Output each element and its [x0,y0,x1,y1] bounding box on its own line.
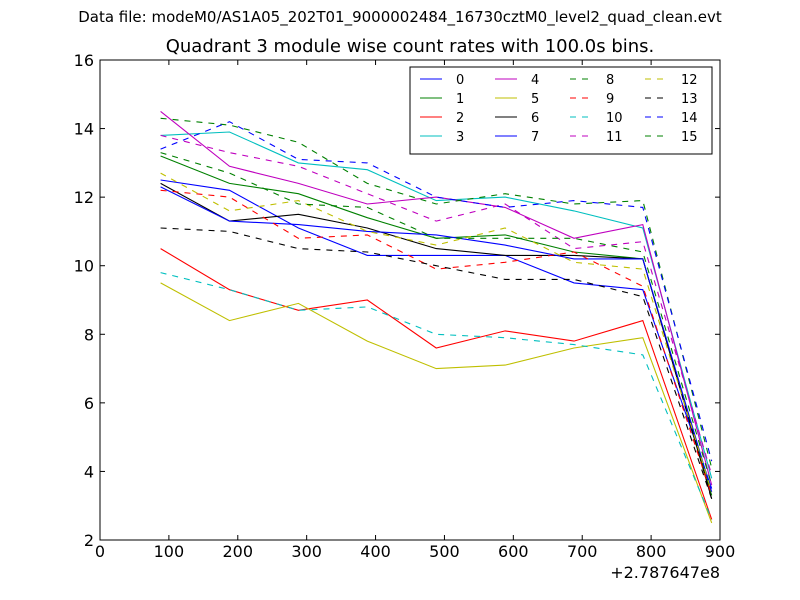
legend-label-7: 7 [531,130,539,145]
legend-label-0: 0 [456,73,464,88]
series-line-10 [160,272,713,520]
legend-label-6: 6 [531,111,539,126]
y-tick-label: 6 [84,394,94,413]
series-line-0 [160,179,713,489]
x-tick-label: 300 [291,542,322,561]
x-tick-label: 900 [705,542,736,561]
series-line-11 [160,134,713,476]
x-offset-label: +2.787647e8 [610,563,720,582]
axes-frame [99,59,721,541]
legend-label-14: 14 [681,111,698,126]
figure-suptitle: Data file: modeM0/AS1A05_202T01_90000024… [78,8,722,26]
x-tick-label: 600 [498,542,529,561]
series-line-13 [160,227,713,500]
x-tick-label: 400 [360,542,391,561]
legend-box [409,66,713,155]
series-line-9 [160,189,713,496]
y-tick-label: 4 [84,462,94,481]
x-tick-label: 800 [636,542,667,561]
series-line-8 [160,117,713,469]
legend-label-10: 10 [606,111,623,126]
series-line-2 [160,248,713,520]
legend-label-8: 8 [606,73,614,88]
series-line-15 [160,152,713,486]
y-tick-label: 14 [74,120,94,139]
series-line-5 [160,282,713,524]
y-tick-label: 2 [84,531,94,550]
x-tick-label: 500 [429,542,460,561]
legend-label-1: 1 [456,92,464,107]
legend-label-4: 4 [531,73,539,88]
series-line-3 [160,131,713,479]
legend-label-3: 3 [456,130,464,145]
x-tick-label: 200 [223,542,254,561]
y-tick-label: 12 [74,188,94,207]
legend-label-5: 5 [531,92,539,107]
y-tick-label: 10 [74,257,94,276]
series-layer [160,110,713,524]
chart-title: Quadrant 3 module wise count rates with … [165,36,655,57]
legend-label-11: 11 [606,130,623,145]
x-tick-label: 700 [567,542,598,561]
y-tick-label: 16 [74,51,94,70]
legend-label-15: 15 [681,130,698,145]
series-line-1 [160,155,713,496]
x-tick-label: 100 [154,542,185,561]
x-tick-label: 0 [95,542,105,561]
y-tick-label: 8 [84,325,94,344]
legend-label-9: 9 [606,92,614,107]
series-line-4 [160,110,713,486]
legend-label-2: 2 [456,111,464,126]
legend-label-13: 13 [681,92,698,107]
series-line-7 [160,186,713,493]
series-line-12 [160,172,713,493]
series-line-14 [160,121,713,462]
legend-label-12: 12 [681,73,698,88]
series-line-6 [160,182,713,500]
